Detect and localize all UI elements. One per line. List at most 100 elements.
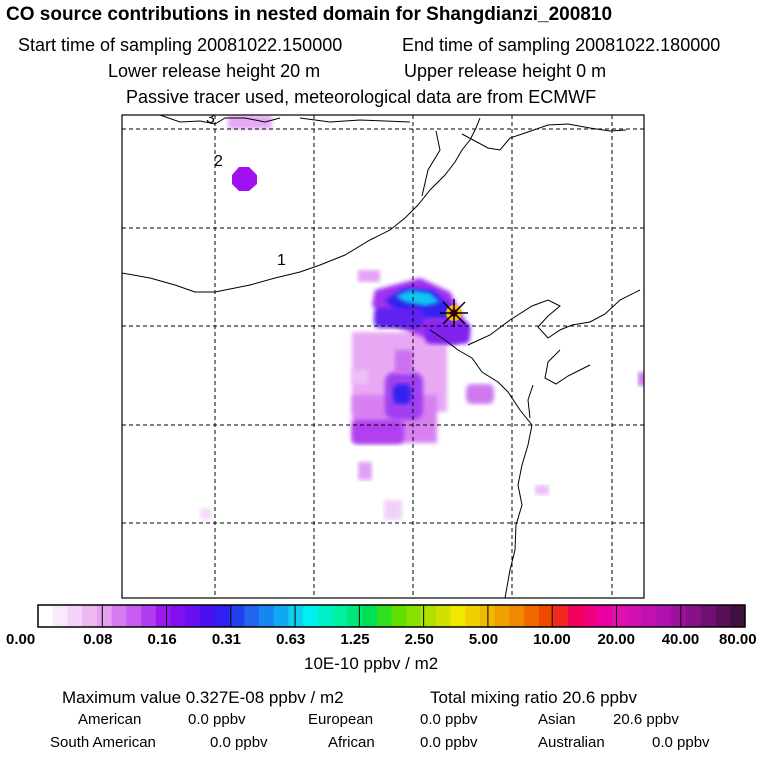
upper-release-height: Upper release height 0 m [404, 61, 607, 81]
colorbar-tick-label: 0.08 [83, 631, 113, 648]
colorbar-tick-label: 2.50 [404, 631, 434, 648]
colorbar-cell [111, 605, 127, 627]
colorbar-cell [332, 605, 348, 627]
plume-patch-west [358, 462, 372, 480]
colorbar-cell [435, 605, 451, 627]
region-american: American [78, 711, 142, 728]
field-layer: 3 2 1 [122, 110, 644, 598]
value-african: 0.0 ppbv [420, 734, 478, 751]
colorbar-cell [597, 605, 613, 627]
colorbar-unit: 10E-10 ppbv / m2 [304, 654, 439, 673]
region-asian: Asian [538, 711, 576, 728]
colorbar-cell [38, 605, 54, 627]
plume-patch-far-sw [200, 508, 212, 520]
colorbar-tick-label: 80.00 [719, 631, 757, 648]
colorbar-cell [347, 605, 363, 627]
colorbar-cell [450, 605, 466, 627]
colorbar-tick-label: 0.31 [211, 631, 242, 648]
contour-label-3: 3 [206, 110, 215, 127]
value-european: 0.0 ppbv [420, 711, 478, 728]
plume-upper-edge [358, 270, 380, 282]
colorbar-cell [317, 605, 333, 627]
colorbar-cell [82, 605, 98, 627]
colorbar-cell [553, 605, 569, 627]
total-mixing-ratio: Total mixing ratio 20.6 ppbv [430, 688, 637, 707]
contour-label-1: 1 [277, 252, 286, 269]
colorbar-cell [273, 605, 289, 627]
colorbar-cell [96, 605, 113, 627]
colorbar-cell [671, 605, 687, 627]
contour-label-2: 2 [214, 153, 223, 170]
plume-lobe-southwest [352, 420, 404, 444]
colorbar-cell [656, 605, 672, 627]
colorbar-tick-label: 0.63 [276, 631, 306, 648]
colorbar-tick-label: 10.00 [533, 631, 571, 648]
plume-patch-east [466, 384, 494, 404]
colorbar-cell [170, 605, 186, 627]
region-australian: Australian [538, 734, 605, 751]
colorbar-cell [686, 605, 702, 627]
colorbar-cell [715, 605, 731, 627]
value-south-american: 0.0 ppbv [210, 734, 268, 751]
region-south-american: South American [50, 734, 156, 751]
colorbar-cell [524, 605, 540, 627]
colorbar-cell [303, 605, 319, 627]
colorbar-cell [391, 605, 407, 627]
colorbar-tick-label: 1.25 [340, 631, 370, 648]
colorbar-cell [229, 605, 245, 627]
colorbar-cell [406, 605, 422, 627]
colorbar-cell [465, 605, 481, 627]
plume-blob-nw [232, 167, 257, 191]
colorbar-cell [612, 605, 628, 627]
region-african: African [328, 734, 375, 751]
colorbar-cell [494, 605, 510, 627]
plume-core-cyan [395, 290, 440, 306]
colorbar-cell [362, 605, 378, 627]
colorbar-frame [37, 604, 746, 628]
plume-patch-mid [352, 370, 368, 384]
end-time: End time of sampling 20081022.180000 [402, 35, 721, 55]
colorbar-cell [214, 605, 230, 627]
colorbar-cell [155, 605, 171, 627]
region-european: European [308, 711, 374, 728]
plume-tail [395, 350, 413, 374]
colorbar-cell [126, 605, 142, 627]
colorbar-cell [700, 605, 716, 627]
chart-title: CO source contributions in nested domain… [6, 4, 613, 25]
colorbar-cell [641, 605, 658, 627]
colorbar-cell [185, 605, 201, 627]
plume-patch-se [535, 485, 549, 495]
tracer-note: Passive tracer used, meteorological data… [126, 87, 597, 107]
colorbar-tick-label: 40.00 [661, 631, 700, 648]
value-asian: 20.6 ppbv [613, 711, 679, 728]
colorbar-tick-label: 0.00 [6, 631, 36, 648]
colorbar-cell [420, 605, 437, 627]
plume-band-east [425, 322, 470, 344]
colorbar-cell [200, 605, 216, 627]
colorbar-tick-label: 5.00 [468, 631, 499, 648]
colorbar-tick-label: 0.16 [147, 631, 177, 648]
colorbar-cell [244, 605, 260, 627]
colorbar-cell [67, 605, 83, 627]
colorbar-cell [538, 605, 554, 627]
colorbar-cell [258, 605, 275, 627]
map-frame [121, 114, 645, 599]
colorbar-tick-label: 20.00 [597, 631, 635, 648]
colorbar-cell [288, 605, 304, 627]
colorbar-cell [568, 605, 584, 627]
plume-patch-edge [638, 372, 644, 386]
colorbar-cell [141, 605, 157, 627]
colorbar-cell [52, 605, 68, 627]
colorbar-cell [376, 605, 392, 627]
plume-band-lower [374, 308, 424, 328]
grid-lines [122, 115, 644, 598]
plume-patch-sw [384, 500, 402, 520]
value-australian: 0.0 ppbv [652, 734, 710, 751]
colorbar [38, 605, 746, 627]
value-american: 0.0 ppbv [188, 711, 246, 728]
receptor-marker [440, 299, 468, 327]
lower-release-height: Lower release height 20 m [108, 61, 321, 81]
plume-hotspot-south [393, 384, 411, 404]
colorbar-cell [730, 605, 746, 627]
